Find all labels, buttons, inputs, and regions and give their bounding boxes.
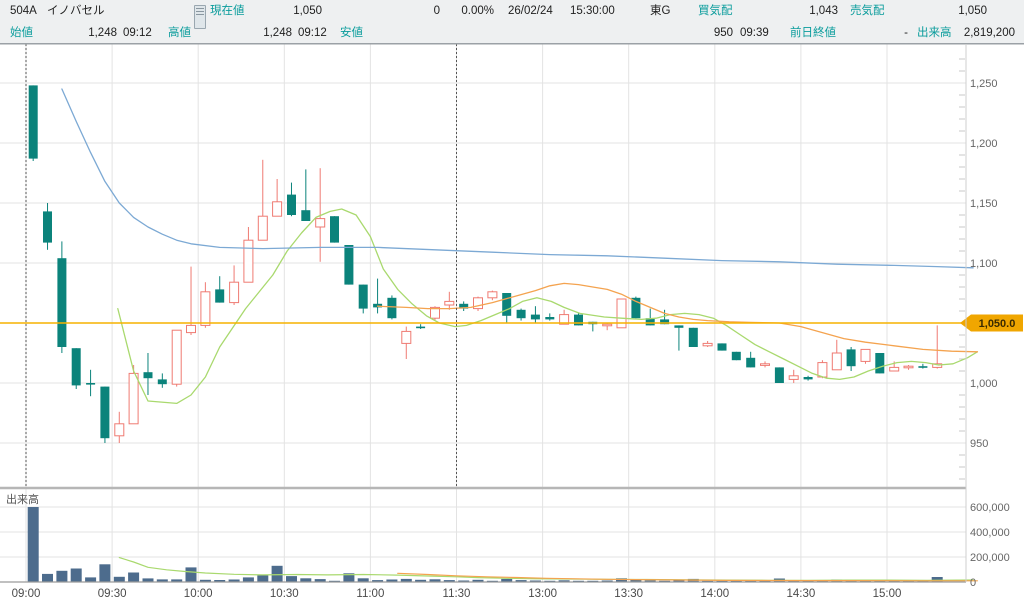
stock-code: 504A xyxy=(10,5,37,17)
market-segment: 東G xyxy=(650,5,671,17)
svg-text:11:30: 11:30 xyxy=(443,588,471,600)
ask-value: 1,050 xyxy=(958,5,987,17)
svg-text:09:00: 09:00 xyxy=(12,588,41,600)
svg-text:1,150: 1,150 xyxy=(970,198,998,210)
current-price-badge: 1,050.0 xyxy=(960,314,1023,332)
prev-close-label: 前日終値 xyxy=(790,27,836,39)
svg-text:13:30: 13:30 xyxy=(614,588,643,600)
svg-text:13:00: 13:00 xyxy=(528,588,557,600)
svg-text:14:30: 14:30 xyxy=(787,588,816,600)
svg-text:14:00: 14:00 xyxy=(700,588,729,600)
change-value: 0 xyxy=(433,5,440,17)
axis-labels: 1,250 1,200 1,150 1,100 1,000 950 600,000 400,0… xyxy=(6,78,1010,600)
open-value: 1,248 xyxy=(88,27,117,39)
volume-label: 出来高 xyxy=(917,27,952,39)
svg-text:15:00: 15:00 xyxy=(873,588,902,600)
high-label: 高値 xyxy=(168,27,191,39)
svg-text:1,000: 1,000 xyxy=(970,378,998,390)
moving-average-lines xyxy=(61,88,979,582)
svg-text:1,200: 1,200 xyxy=(970,138,998,150)
svg-text:200,000: 200,000 xyxy=(970,552,1010,564)
svg-text:0: 0 xyxy=(970,577,976,589)
high-value: 1,248 xyxy=(263,27,292,39)
grid-lines xyxy=(0,44,966,582)
bid-label: 買気配 xyxy=(698,5,733,17)
current-price-label: 現在値 xyxy=(210,5,245,17)
svg-text:11:00: 11:00 xyxy=(356,588,384,600)
svg-text:09:30: 09:30 xyxy=(98,588,127,600)
open-time: 09:12 xyxy=(123,27,152,39)
open-label: 始値 xyxy=(10,27,33,39)
low-label: 安値 xyxy=(340,27,363,39)
current-price-value: 1,050 xyxy=(293,5,322,17)
high-time: 09:12 xyxy=(298,27,327,39)
low-value: 950 xyxy=(713,27,733,39)
stock-name: イノバセル xyxy=(47,5,105,17)
quote-date: 26/02/24 xyxy=(508,5,553,17)
prev-close-value: - xyxy=(904,27,908,39)
svg-text:出来高: 出来高 xyxy=(6,492,39,506)
quote-time: 15:30:00 xyxy=(570,5,615,17)
svg-text:600,000: 600,000 xyxy=(970,502,1010,514)
low-time: 09:39 xyxy=(740,27,769,39)
candlesticks xyxy=(28,85,943,443)
bid-value: 1,043 xyxy=(809,5,838,17)
volume-value: 2,819,200 xyxy=(963,27,1015,39)
change-percent: 0.00% xyxy=(461,5,494,17)
svg-text:1,250: 1,250 xyxy=(970,78,998,90)
ask-label: 売気配 xyxy=(850,5,885,17)
svg-text:950: 950 xyxy=(970,438,988,450)
overlays: 1,050.0 xyxy=(0,43,1024,583)
svg-text:10:30: 10:30 xyxy=(270,588,299,600)
svg-text:10:00: 10:00 xyxy=(184,588,213,600)
svg-text:1,050.0: 1,050.0 xyxy=(979,318,1016,330)
document-icon[interactable] xyxy=(194,5,206,29)
svg-text:400,000: 400,000 xyxy=(970,527,1010,539)
svg-text:1,100: 1,100 xyxy=(970,258,998,270)
quote-header: 504A イノバセル 現在値 1,050 0 0.00% 26/02/24 15… xyxy=(0,0,1024,44)
